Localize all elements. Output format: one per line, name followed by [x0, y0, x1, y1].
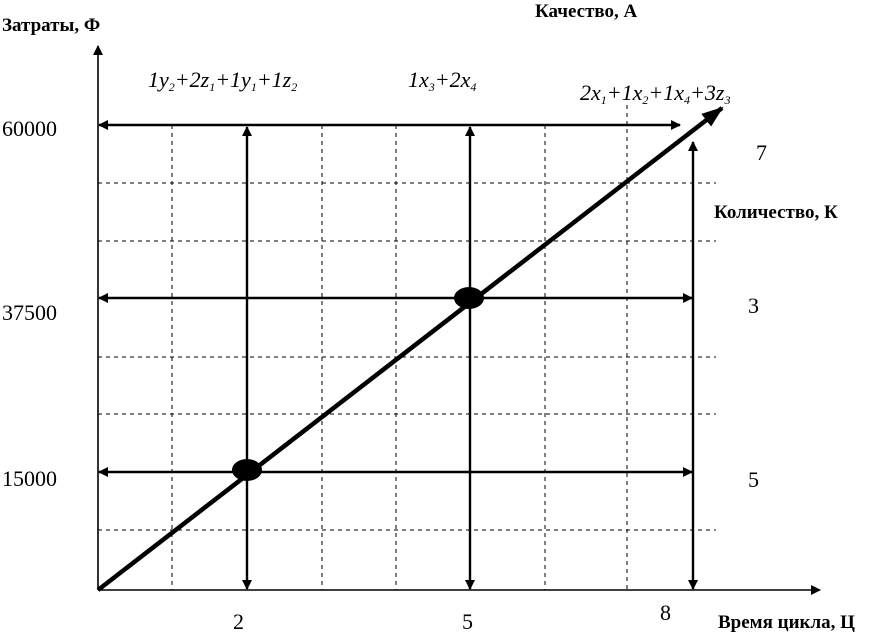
- y-tick-label: 60000: [2, 116, 57, 141]
- formula-low-time: 1y2+2z1+1y1+1z2: [148, 67, 297, 94]
- grid: [98, 105, 716, 590]
- y-tick-label: 37500: [2, 300, 57, 325]
- data-point: [454, 287, 484, 309]
- quality-diagonal-arrow: [96, 106, 724, 592]
- right-value-label: 7: [756, 140, 767, 165]
- x-axis-title: Время цикла, Ц: [718, 612, 855, 632]
- right-value-label: 5: [748, 467, 759, 492]
- formula-high-time: 2x1+1x2+1x4+3z3: [580, 80, 730, 107]
- x-tick-label: 8: [660, 600, 671, 625]
- x-tick-label: 5: [462, 609, 473, 632]
- diagonal-axis-title: Качество, А: [535, 1, 638, 22]
- y-axis-title: Затраты, Ф: [2, 15, 100, 36]
- y-tick-label: 15000: [2, 466, 57, 491]
- right-axis-title: Количество, К: [714, 202, 838, 223]
- x-tick-label: 2: [233, 609, 244, 632]
- formula-mid-time: 1x3+2x4: [408, 67, 476, 94]
- data-point: [232, 459, 262, 481]
- right-value-label: 3: [748, 293, 759, 318]
